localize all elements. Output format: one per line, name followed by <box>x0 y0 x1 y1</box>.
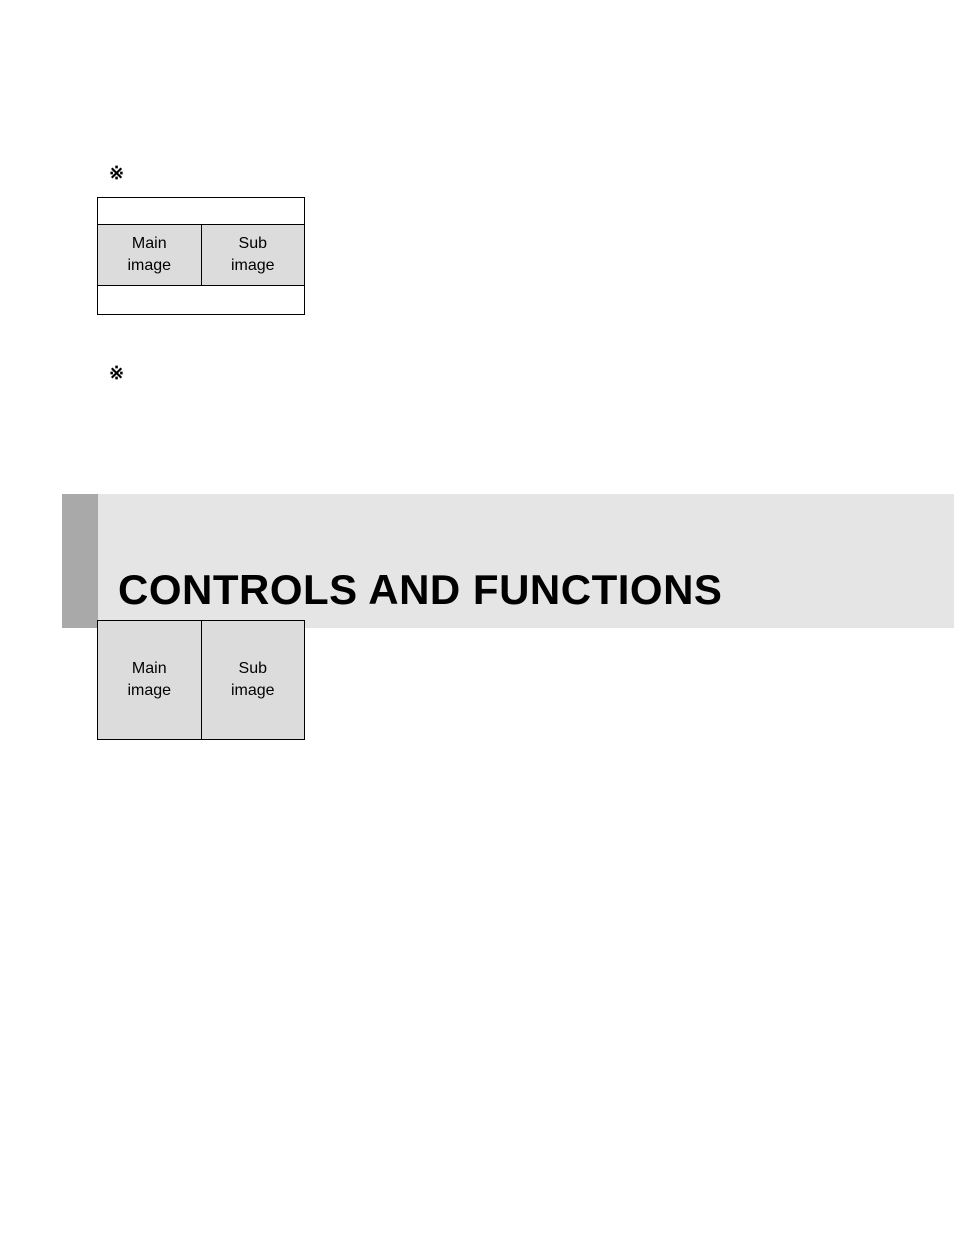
table-row: Main image Sub image <box>98 225 305 286</box>
table-cell-empty <box>98 286 305 315</box>
sub-image-label-line1: Sub <box>239 660 267 677</box>
reference-mark-2: ※ <box>109 363 124 384</box>
sub-image-label-cell: Sub image <box>201 225 305 286</box>
section-title: CONTROLS AND FUNCTIONS <box>118 566 722 614</box>
main-image-label-line2: image <box>127 682 171 699</box>
main-image-label-cell: Main image <box>98 225 202 286</box>
sub-image-label-line2: image <box>231 682 275 699</box>
table-cell-empty <box>98 198 305 225</box>
main-image-label-cell: Main image <box>98 621 202 740</box>
page: ※ Main image Sub image ※ CONTROLS AND FU… <box>0 0 954 1235</box>
section-header-banner: CONTROLS AND FUNCTIONS <box>62 494 954 628</box>
table-row <box>98 198 305 225</box>
image-labels-table-1: Main image Sub image <box>97 197 305 315</box>
main-image-label-line2: image <box>127 257 171 274</box>
table-row: Main image Sub image <box>98 621 305 740</box>
table-row <box>98 286 305 315</box>
main-image-label-line1: Main <box>132 660 167 677</box>
image-labels-table-2: Main image Sub image <box>97 620 305 740</box>
reference-mark-1: ※ <box>109 163 124 184</box>
main-image-label-line1: Main <box>132 235 167 252</box>
sub-image-label-line2: image <box>231 257 275 274</box>
sub-image-label-cell: Sub image <box>201 621 305 740</box>
sub-image-label-line1: Sub <box>239 235 267 252</box>
banner-side-tab <box>62 494 98 628</box>
